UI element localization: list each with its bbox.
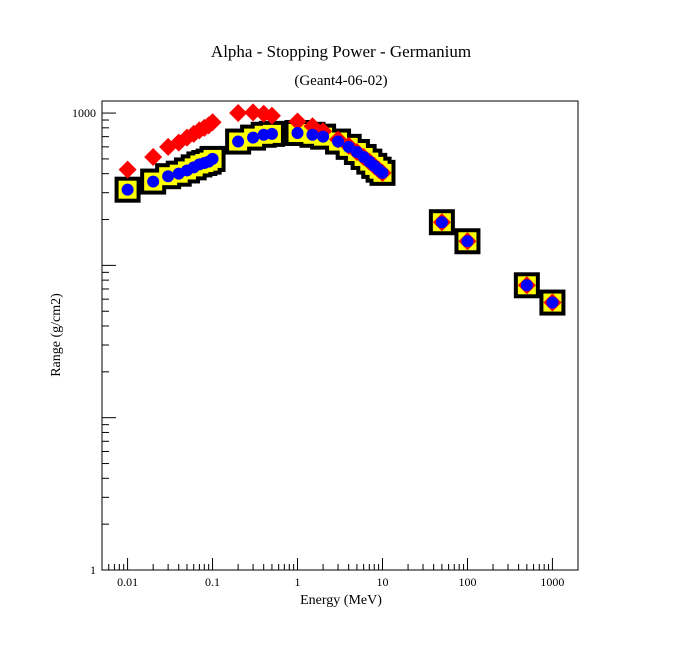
diamond-marker bbox=[244, 103, 263, 122]
diamond-marker bbox=[144, 147, 163, 166]
diamond-marker bbox=[262, 106, 281, 125]
plot-frame bbox=[101, 100, 579, 571]
circle-marker bbox=[306, 128, 319, 141]
circle-marker bbox=[546, 296, 559, 309]
series-circle bbox=[121, 126, 559, 309]
circle-marker bbox=[376, 166, 389, 179]
circle-marker bbox=[147, 175, 160, 188]
chart-title: Alpha - Stopping Power - Germanium bbox=[211, 42, 471, 61]
circle-marker bbox=[461, 235, 474, 248]
circle-marker bbox=[291, 126, 304, 139]
x-tick-label: 10 bbox=[376, 575, 388, 589]
axis-tick-labels: 0.01 0.1 1 10 100 1000 1 1000 bbox=[72, 106, 564, 589]
circle-marker bbox=[121, 183, 134, 196]
circle-marker bbox=[435, 216, 448, 229]
diamond-marker bbox=[118, 160, 137, 179]
circle-marker bbox=[520, 279, 533, 292]
x-tick-label: 1000 bbox=[540, 575, 564, 589]
axis-ticks bbox=[101, 112, 579, 571]
circle-marker bbox=[332, 135, 345, 148]
x-tick-label: 1 bbox=[295, 575, 301, 589]
chart-subtitle: (Geant4-06-02) bbox=[294, 73, 387, 89]
series-square-band bbox=[114, 119, 566, 316]
x-tick-label: 0.01 bbox=[117, 575, 138, 589]
circle-marker bbox=[206, 152, 219, 165]
y-axis-label: Range (g/cm2) bbox=[49, 293, 64, 377]
circle-marker bbox=[247, 131, 260, 144]
y-tick-label: 1 bbox=[90, 563, 96, 577]
y-tick-label: 1000 bbox=[72, 106, 96, 120]
circle-marker bbox=[232, 135, 245, 148]
circle-marker bbox=[317, 130, 330, 143]
x-tick-label: 100 bbox=[458, 575, 476, 589]
series-diamond bbox=[118, 103, 562, 312]
circle-marker bbox=[162, 170, 175, 183]
diamond-marker bbox=[203, 113, 222, 132]
x-axis-label: Energy (MeV) bbox=[300, 593, 382, 608]
diamond-marker bbox=[288, 112, 307, 131]
x-tick-label: 0.1 bbox=[205, 575, 220, 589]
circle-marker bbox=[265, 127, 278, 140]
diamond-marker bbox=[229, 104, 248, 123]
plot-marks bbox=[114, 103, 566, 316]
